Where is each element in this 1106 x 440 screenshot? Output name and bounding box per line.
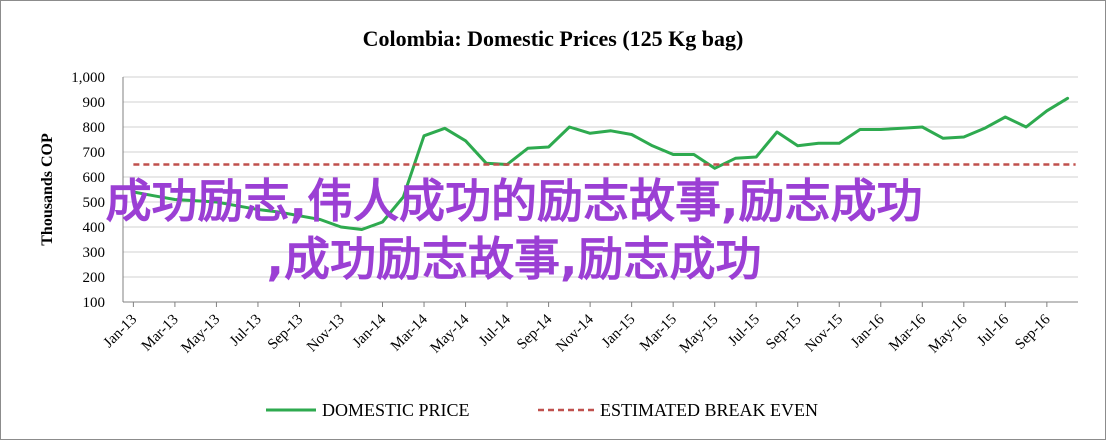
- y-tick-label: 900: [83, 95, 106, 111]
- x-tick-label: Sep-15: [763, 312, 804, 353]
- x-tick-label: May-16: [926, 311, 971, 356]
- y-tick-label: 700: [83, 145, 106, 161]
- x-tick-label: Mar-14: [388, 311, 431, 354]
- x-tick-label: Jan-15: [599, 312, 639, 352]
- y-axis-label: Thousands COP: [39, 133, 56, 246]
- y-tick-label: 800: [83, 120, 106, 136]
- y-tick-label: 300: [83, 245, 106, 261]
- legend-label: DOMESTIC PRICE: [322, 400, 470, 420]
- x-tick-label: Nov-13: [304, 312, 348, 356]
- x-tick-label: Mar-15: [637, 312, 680, 355]
- x-tick-label: Jan-16: [848, 311, 888, 351]
- x-tick-label: Nov-14: [553, 311, 597, 355]
- x-tick-label: May-14: [427, 311, 472, 356]
- x-tick-label: May-13: [178, 312, 223, 357]
- y-tick-label: 400: [83, 220, 106, 236]
- x-tick-label: Jul-14: [476, 311, 514, 349]
- x-tick-label: Sep-16: [1012, 311, 1054, 353]
- y-tick-label: 600: [83, 170, 106, 186]
- x-tick-label: Sep-13: [265, 312, 306, 353]
- y-tick-label: 100: [83, 295, 106, 311]
- x-tick-label: May-15: [677, 312, 722, 357]
- x-tick-label: Nov-15: [802, 312, 846, 356]
- y-tick-label: 1,000: [71, 70, 105, 86]
- x-tick-label: Jan-14: [350, 311, 390, 351]
- legend-label: ESTIMATED BREAK EVEN: [600, 400, 818, 420]
- overlay-text-line-2: ,成功励志故事,励志成功: [266, 232, 762, 286]
- x-tick-label: Mar-16: [886, 311, 929, 354]
- y-tick-label: 500: [83, 195, 106, 211]
- x-tick-label: Jul-15: [725, 312, 763, 350]
- x-tick-label: Jul-13: [227, 312, 265, 350]
- overlay-text-line-1: 成功励志,伟人成功的励志故事,励志成功: [105, 174, 923, 228]
- domestic-price-line: [131, 96, 1070, 231]
- chart-title: Colombia: Domestic Prices (125 Kg bag): [363, 26, 744, 51]
- x-tick-label: Jan-13: [101, 312, 141, 352]
- x-tick-label: Mar-13: [139, 312, 182, 355]
- x-tick-label: Sep-14: [514, 311, 556, 353]
- y-tick-label: 200: [83, 270, 106, 286]
- x-tick-label: Jul-16: [974, 311, 1012, 349]
